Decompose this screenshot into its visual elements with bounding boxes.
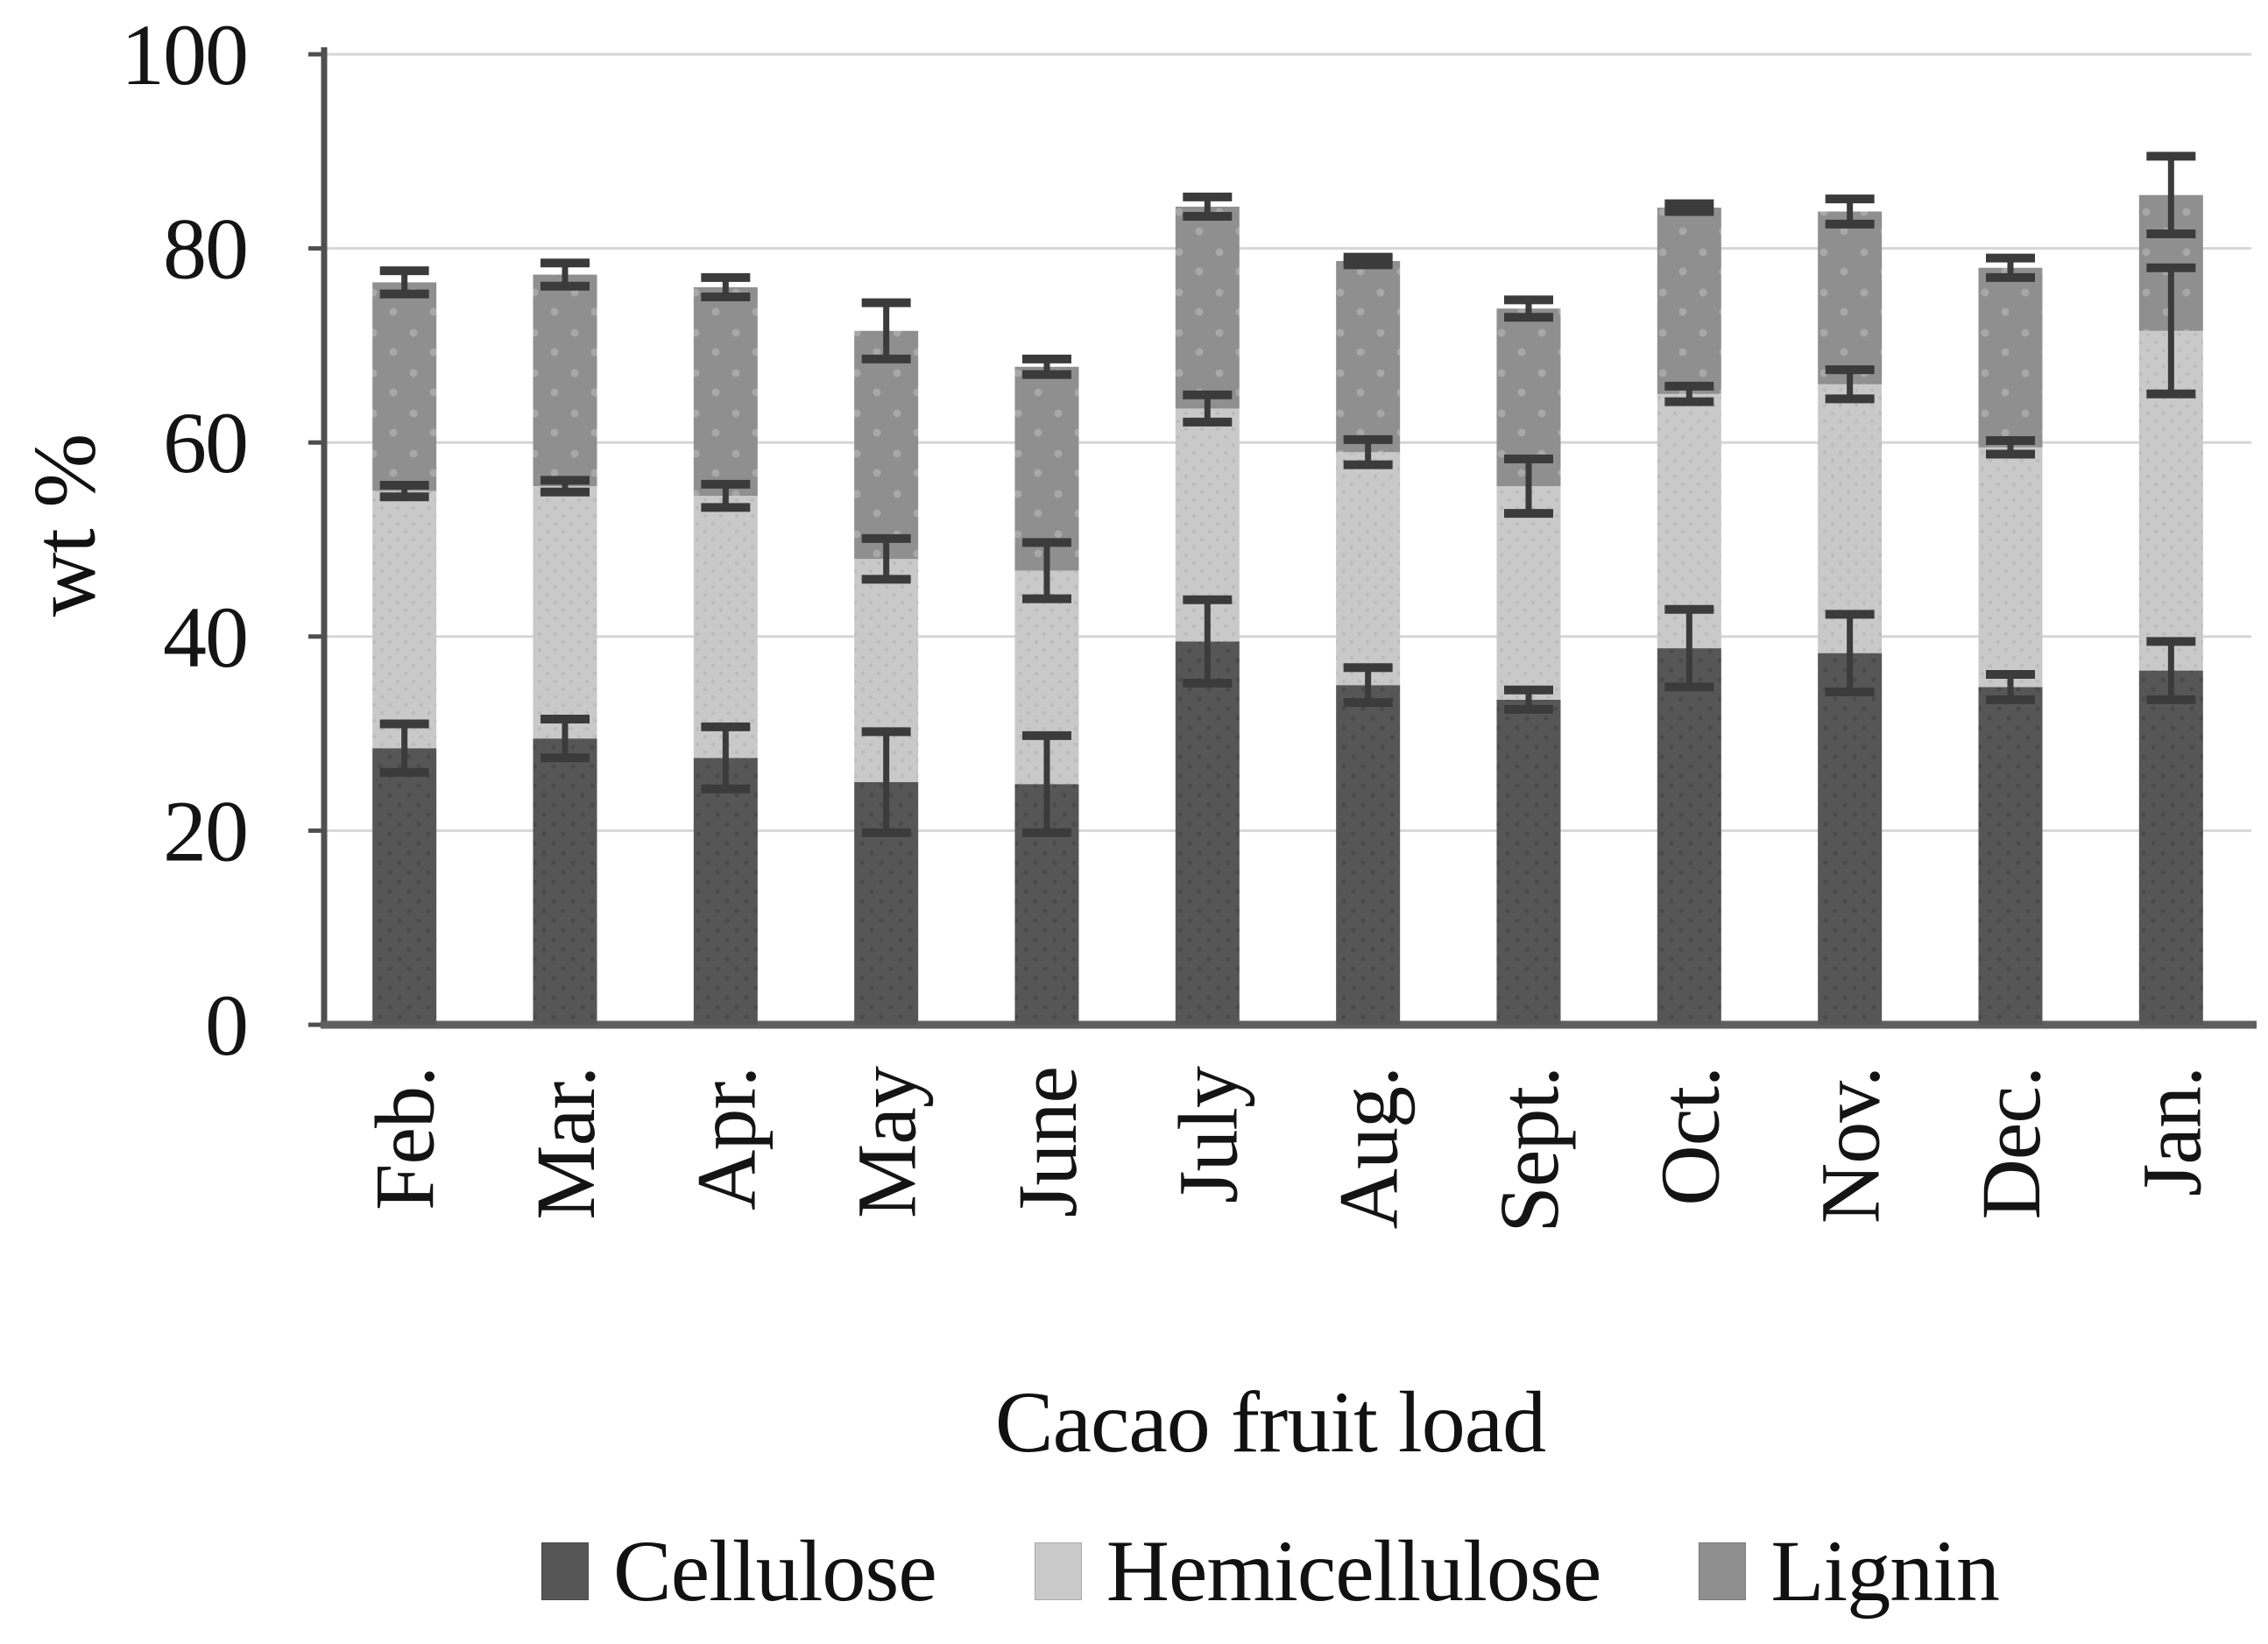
cellulose-error-bar (861, 727, 911, 837)
x-tick-label: Aug. (1322, 1067, 1416, 1229)
hemicellulose-bar-segment (1978, 447, 2043, 688)
lignin-error-bar (1664, 199, 1714, 216)
y-tick-label: 40 (163, 589, 247, 686)
cellulose-error-bar (1504, 685, 1553, 714)
cellulose-error-bar (541, 714, 590, 763)
x-tick-label: Oct. (1643, 1067, 1736, 1206)
y-tick-label: 60 (163, 394, 247, 491)
hemicellulose-bar-segment (1336, 452, 1401, 686)
cellulose-error-bar (1664, 604, 1714, 692)
lignin-bar-segment (1014, 366, 1079, 571)
lignin-error-bar (701, 272, 751, 301)
x-tick-label: Jan. (2124, 1067, 2218, 1196)
hemicellulose-error-bar (379, 480, 429, 502)
cellulose-error-bar (1825, 610, 1875, 696)
x-tick-label: Dec. (1964, 1067, 2058, 1220)
hemicellulose-error-bar (1504, 455, 1553, 519)
chart-legend: Cellulose Hemicellulose Lignin (289, 1521, 2251, 1621)
hemicellulose-error-bar (2146, 263, 2196, 399)
cellulose-error-bar (701, 722, 751, 794)
cellulose-error-bar (2146, 637, 2196, 704)
cellulose-bar-segment (1496, 699, 1561, 1025)
x-tick-label: Feb. (358, 1067, 452, 1210)
hemicellulose-swatch-icon (1034, 1542, 1082, 1600)
cellulose-bar-segment (1818, 653, 1883, 1025)
lignin-bar-segment (1818, 211, 1883, 385)
y-tick-label: 20 (163, 782, 247, 879)
cellulose-bar-segment (1175, 641, 1240, 1025)
cellulose-error-bar (1986, 670, 2035, 704)
x-tick-label: Apr. (679, 1067, 773, 1210)
lignin-error-bar (1986, 253, 2035, 282)
legend-item-hemicellulose: Hemicellulose (1034, 1521, 1602, 1621)
cellulose-bar-segment (2138, 670, 2203, 1025)
lignin-error-bar (2146, 152, 2196, 238)
cellulose-bar-segment (533, 738, 597, 1025)
lignin-bar-segment (1336, 261, 1401, 453)
hemicellulose-error-bar (541, 476, 590, 497)
hemicellulose-bar-segment (372, 490, 437, 749)
hemicellulose-error-bar (1343, 434, 1393, 469)
lignin-error-bar (1825, 194, 1875, 229)
lignin-bar-segment (372, 282, 437, 491)
x-tick-label: July (1161, 1066, 1254, 1203)
lignin-bar-segment (1657, 208, 1721, 394)
hemicellulose-error-bar (1825, 365, 1875, 404)
cellulose-bar-segment (372, 748, 437, 1025)
lignin-error-bar (1183, 192, 1233, 222)
cellulose-error-bar (1343, 663, 1393, 708)
lignin-bar-segment (1175, 206, 1240, 409)
legend-item-lignin: Lignin (1699, 1521, 2000, 1621)
cellulose-error-bar (1183, 595, 1233, 688)
x-tick-label: Mar. (519, 1067, 612, 1220)
hemicellulose-error-bar (1022, 538, 1071, 603)
hemicellulose-error-bar (1986, 435, 2035, 459)
lignin-bar-segment (693, 286, 758, 497)
hemicellulose-error-bar (1664, 381, 1714, 406)
lignin-error-bar (1022, 354, 1071, 379)
legend-label-cellulose: Cellulose (613, 1522, 937, 1619)
hemicellulose-error-bar (861, 533, 911, 584)
legend-label-lignin: Lignin (1770, 1522, 2000, 1619)
hemicellulose-error-bar (701, 479, 751, 512)
lignin-error-bar (861, 298, 911, 363)
x-tick-label: Sept. (1482, 1067, 1576, 1233)
x-tick-label: May (840, 1066, 934, 1218)
lignin-swatch-icon (1699, 1542, 1747, 1600)
hemicellulose-bar-segment (533, 486, 597, 739)
lignin-bar-segment (533, 274, 597, 487)
legend-label-hemicellulose: Hemicellulose (1106, 1522, 1602, 1619)
hemicellulose-bar-segment (1496, 486, 1561, 700)
lignin-bar-segment (1978, 267, 2043, 448)
y-tick-label: 80 (163, 201, 247, 298)
lignin-bar-segment (854, 330, 919, 560)
lignin-error-bar (379, 266, 429, 299)
lignin-error-bar (541, 258, 590, 291)
y-tick-label: 0 (205, 977, 247, 1074)
x-tick-label: June (1000, 1067, 1094, 1217)
cellulose-bar-segment (1978, 687, 2043, 1025)
x-tick-label: Nov. (1804, 1067, 1897, 1224)
cellulose-bar-segment (1657, 648, 1721, 1025)
y-axis-title: wt % (15, 434, 115, 617)
hemicellulose-bar-segment (1818, 384, 1883, 653)
x-axis-title: Cacao fruit load (994, 1373, 1546, 1471)
cellulose-swatch-icon (541, 1542, 589, 1600)
cellulose-bar-segment (1336, 685, 1401, 1025)
cellulose-bar-segment (693, 758, 758, 1025)
hemicellulose-bar-segment (693, 496, 758, 758)
lignin-error-bar (1343, 252, 1393, 270)
lignin-error-bar (1504, 295, 1553, 322)
legend-item-cellulose: Cellulose (541, 1521, 937, 1621)
cellulose-error-bar (379, 719, 429, 777)
y-tick-label: 100 (121, 6, 247, 103)
hemicellulose-error-bar (1183, 390, 1233, 427)
cellulose-error-bar (1022, 730, 1071, 837)
